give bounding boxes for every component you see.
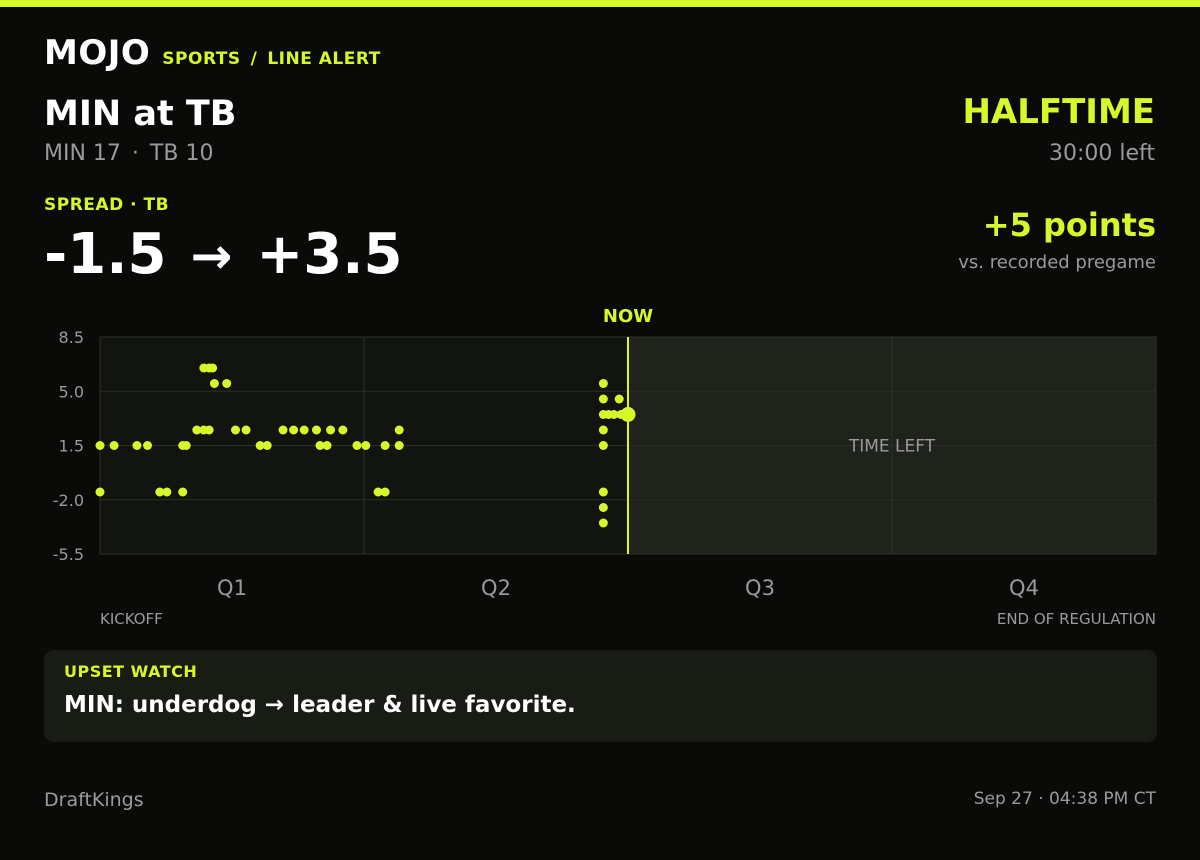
breadcrumb-section[interactable]: SPORTS xyxy=(162,49,241,69)
data-point xyxy=(299,425,309,435)
data-point xyxy=(326,425,336,435)
away-score: MIN 17 xyxy=(44,141,121,166)
y-tick-label: 8.5 xyxy=(59,328,84,347)
accent-top-bar xyxy=(0,0,1200,7)
data-point xyxy=(614,394,624,404)
data-point xyxy=(352,441,362,450)
header-brand-row: MOJO SPORTS / LINE ALERT xyxy=(44,33,381,73)
time-left: 30:00 left xyxy=(1048,141,1155,166)
home-score: TB 10 xyxy=(149,141,214,166)
data-point xyxy=(209,379,219,388)
callout-text: MIN: underdog → leader & live favorite. xyxy=(64,692,576,718)
quarter-label: Q2 xyxy=(481,576,511,600)
data-point xyxy=(598,503,608,512)
data-point xyxy=(192,425,202,435)
spread-from: -1.5 xyxy=(44,222,167,287)
data-point xyxy=(598,379,608,388)
data-point xyxy=(380,487,390,497)
data-point xyxy=(109,441,119,450)
data-point xyxy=(394,425,404,435)
time-left-label: TIME LEFT xyxy=(848,437,936,457)
data-point xyxy=(231,425,241,435)
data-point xyxy=(278,425,288,435)
data-point xyxy=(361,441,371,450)
data-point xyxy=(222,379,232,388)
breadcrumb-separator: / xyxy=(250,49,258,69)
data-point xyxy=(162,487,172,497)
data-point xyxy=(95,487,105,497)
scoreline: MIN 17 · TB 10 xyxy=(44,141,213,166)
breadcrumb-page: LINE ALERT xyxy=(267,49,381,69)
line-move-amount: +5 points xyxy=(982,206,1156,244)
quarter-label: Q4 xyxy=(1009,576,1039,600)
data-point xyxy=(315,441,325,450)
data-point xyxy=(241,425,251,435)
score-separator: · xyxy=(131,141,139,166)
data-point xyxy=(178,487,188,497)
data-point xyxy=(262,441,272,450)
game-status: HALFTIME xyxy=(962,92,1155,132)
data-point xyxy=(322,441,332,450)
data-point xyxy=(598,394,608,404)
data-point xyxy=(598,518,608,528)
data-point xyxy=(598,441,608,450)
quarter-label: Q1 xyxy=(217,576,247,600)
now-label: NOW xyxy=(603,306,653,327)
data-point xyxy=(143,441,153,450)
data-point xyxy=(208,363,218,373)
callout-title: UPSET WATCH xyxy=(64,662,198,681)
y-tick-label: 5.0 xyxy=(59,382,84,401)
data-point xyxy=(255,441,265,450)
mojo-logo[interactable]: MOJO xyxy=(44,33,151,73)
chart-svg: 8.5 5.0 1.5 -2.0 -5.5 Q1 Q2 Q3 Q4 KICKOFF END OF R… xyxy=(53,306,1157,628)
current-line-marker xyxy=(620,407,636,422)
spread-label: SPREAD · TB xyxy=(44,195,170,215)
kickoff-label: KICKOFF xyxy=(100,610,163,628)
matchup-title: MIN at TB xyxy=(44,94,237,134)
data-point xyxy=(598,487,608,497)
data-point xyxy=(394,441,404,450)
data-point xyxy=(380,441,390,450)
data-point xyxy=(95,441,105,450)
data-point xyxy=(338,425,348,435)
data-point xyxy=(289,425,299,435)
y-tick-label: -2.0 xyxy=(53,491,84,510)
spread-to: +3.5 xyxy=(256,222,403,287)
data-point xyxy=(132,441,142,450)
end-of-regulation-label: END OF REGULATION xyxy=(997,610,1156,628)
data-point xyxy=(155,487,165,497)
data-point xyxy=(204,425,214,435)
line-move-caption: vs. recorded pregame xyxy=(958,252,1156,273)
data-point xyxy=(598,425,608,435)
data-point xyxy=(609,410,619,419)
data-point xyxy=(181,441,191,450)
data-point xyxy=(373,487,383,497)
right-arrow-icon: → xyxy=(190,227,233,285)
spread-change: -1.5 → +3.5 xyxy=(44,222,402,287)
spread-history-chart: 8.5 5.0 1.5 -2.0 -5.5 Q1 Q2 Q3 Q4 KICKOFF END OF R… xyxy=(0,300,1200,640)
upset-watch-callout: UPSET WATCH MIN: underdog → leader & liv… xyxy=(44,650,1157,742)
breadcrumb: SPORTS / LINE ALERT xyxy=(162,49,381,69)
y-tick-label: -5.5 xyxy=(53,545,84,564)
data-point xyxy=(311,425,321,435)
source-label: DraftKings xyxy=(44,789,144,811)
quarter-label: Q3 xyxy=(745,576,775,600)
y-tick-label: 1.5 xyxy=(59,437,84,456)
timestamp: Sep 27 · 04:38 PM CT xyxy=(973,789,1156,809)
